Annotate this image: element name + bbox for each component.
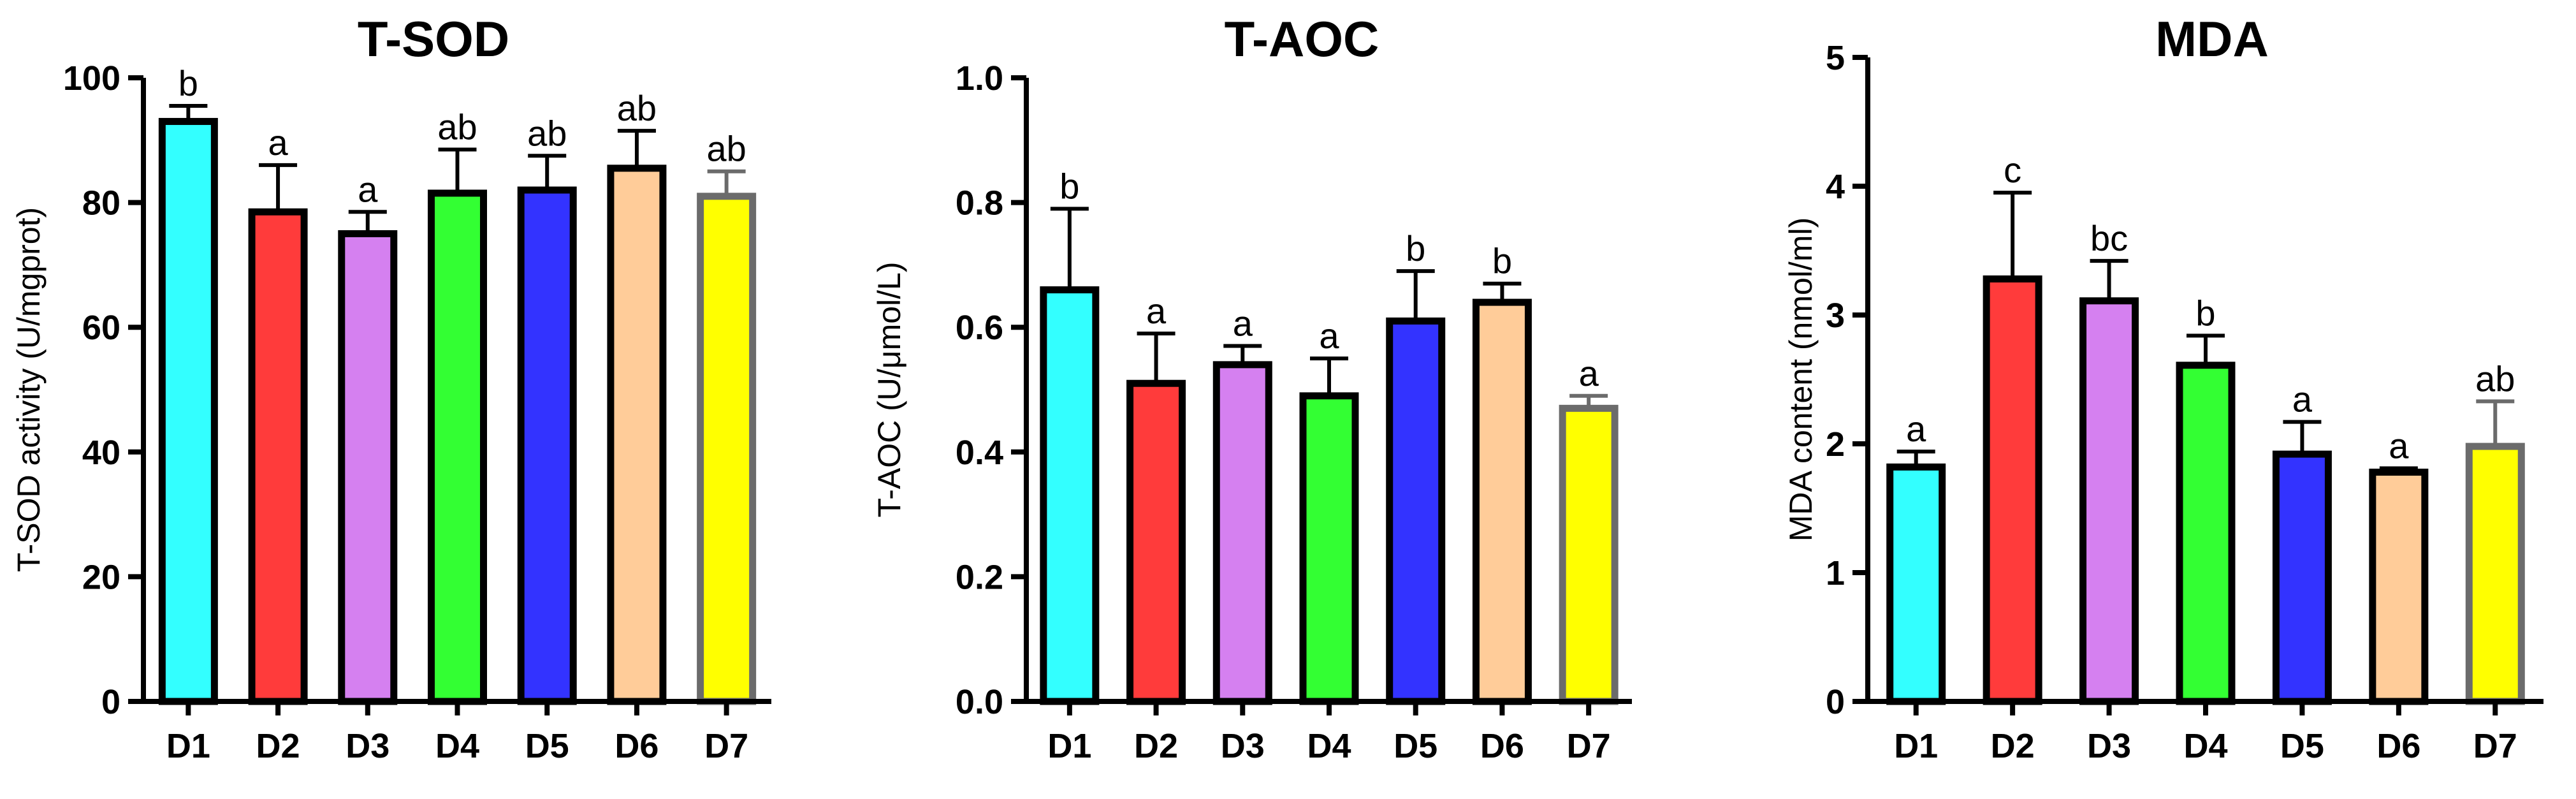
y-tick-label: 0.0 [956,683,1003,721]
x-tick-label: D1 [166,727,210,765]
significance-label: ab [527,113,567,153]
x-tick-label: D3 [346,727,389,765]
x-tick-label: D6 [615,727,659,765]
x-tick-label: D7 [2473,727,2517,765]
x-tick-label: D1 [1894,727,1938,765]
y-tick-label: 1.0 [956,59,1003,98]
y-tick-label: 0.4 [956,434,1003,472]
y-tick-label: 1 [1826,554,1845,592]
significance-label: a [1319,316,1339,356]
x-tick-label: D2 [1134,727,1178,765]
significance-label: bc [2090,218,2128,258]
significance-label: b [178,63,198,103]
bar-d1 [1040,286,1100,705]
significance-label: a [1146,291,1167,331]
panel-t-aoc: T-AOC T-AOC (U/μmol/L) 0.0 0.2 0.4 0.6 0.8 1.… [871,11,1632,765]
significance-label: b [1492,241,1512,281]
bar-d2 [1983,275,2042,705]
bar-d6 [607,165,667,705]
bar-d7 [2465,443,2525,705]
significance-label: ab [437,106,477,147]
y-tick-label: 0 [101,683,120,721]
bar-d5 [1386,317,1446,705]
significance-label: ab [2475,358,2515,399]
y-axis-label: T-AOC (U/μmol/L) [871,261,907,517]
x-tick-label: D4 [1307,727,1351,765]
bar-d3 [2079,297,2139,705]
significance-label: a [2389,425,2409,465]
y-tick-label: 80 [82,184,120,223]
y-tick-label: 2 [1826,425,1845,464]
y-tick-label: 20 [82,558,120,596]
x-tick-label: D2 [1991,727,2035,765]
significance-label: a [1233,304,1253,344]
x-tick-label: D1 [1047,727,1091,765]
chart-title: MDA [2155,11,2269,67]
x-tick-label: D7 [1567,727,1611,765]
significance-label: a [1906,409,1926,449]
bar-d1 [1886,463,1946,705]
significance-label: c [2004,150,2021,190]
y-tick-label: 60 [82,309,120,347]
x-tick-label: D6 [2376,727,2420,765]
y-tick-label: 100 [63,59,120,98]
bar-d7 [1559,404,1619,705]
bar-d3 [338,230,398,705]
x-tick-label: D5 [1394,727,1437,765]
significance-label: a [268,122,288,163]
y-tick-label: 5 [1826,39,1845,77]
x-tick-label: D2 [256,727,300,765]
x-tick-label: D5 [2280,727,2324,765]
x-tick-label: D6 [1480,727,1524,765]
y-tick-label: 0.2 [956,558,1003,596]
bar-d5 [517,186,577,705]
chart-title: T-AOC [1225,11,1379,67]
bar-d3 [1212,361,1272,705]
bar-d2 [1126,379,1186,705]
bar-d6 [1472,298,1532,705]
x-tick-label: D7 [704,727,748,765]
significance-label: b [1059,166,1079,206]
bar-d5 [2272,450,2332,705]
bar-d4 [2176,362,2236,705]
x-tick-label: D3 [2087,727,2131,765]
y-tick-label: 0 [1826,683,1845,721]
chart-title: T-SOD [358,11,509,67]
y-tick-label: 40 [82,434,120,472]
significance-label: ab [706,129,746,169]
x-tick-label: D4 [2183,727,2227,765]
significance-label: a [358,169,378,209]
y-tick-label: 0.8 [956,184,1003,223]
y-tick-label: 0.6 [956,309,1003,347]
x-tick-label: D5 [525,727,569,765]
y-tick-label: 4 [1826,168,1845,206]
panel-mda: MDA MDA content (nmol/ml) 0 1 2 3 4 5 a c bc b a a… [1783,11,2543,765]
bar-d6 [2369,468,2429,705]
x-tick-label: D3 [1221,727,1265,765]
bar-d1 [158,117,218,705]
bar-d2 [248,208,308,705]
significance-label: ab [617,88,657,128]
significance-label: b [2195,293,2215,333]
y-axis-label: MDA content (nmol/ml) [1783,217,1819,541]
significance-label: a [2292,379,2313,420]
significance-label: b [1406,228,1425,268]
bar-d4 [428,189,487,705]
y-tick-label: 3 [1826,297,1845,335]
y-axis-label: T-SOD activity (U/mgprot) [11,207,47,572]
bar-d7 [697,193,757,705]
significance-label: a [1579,353,1599,393]
panel-t-sod: T-SOD T-SOD activity (U/mgprot) 0 20 40 60 8… [11,11,771,765]
bar-d4 [1299,392,1359,705]
x-tick-label: D4 [435,727,479,765]
